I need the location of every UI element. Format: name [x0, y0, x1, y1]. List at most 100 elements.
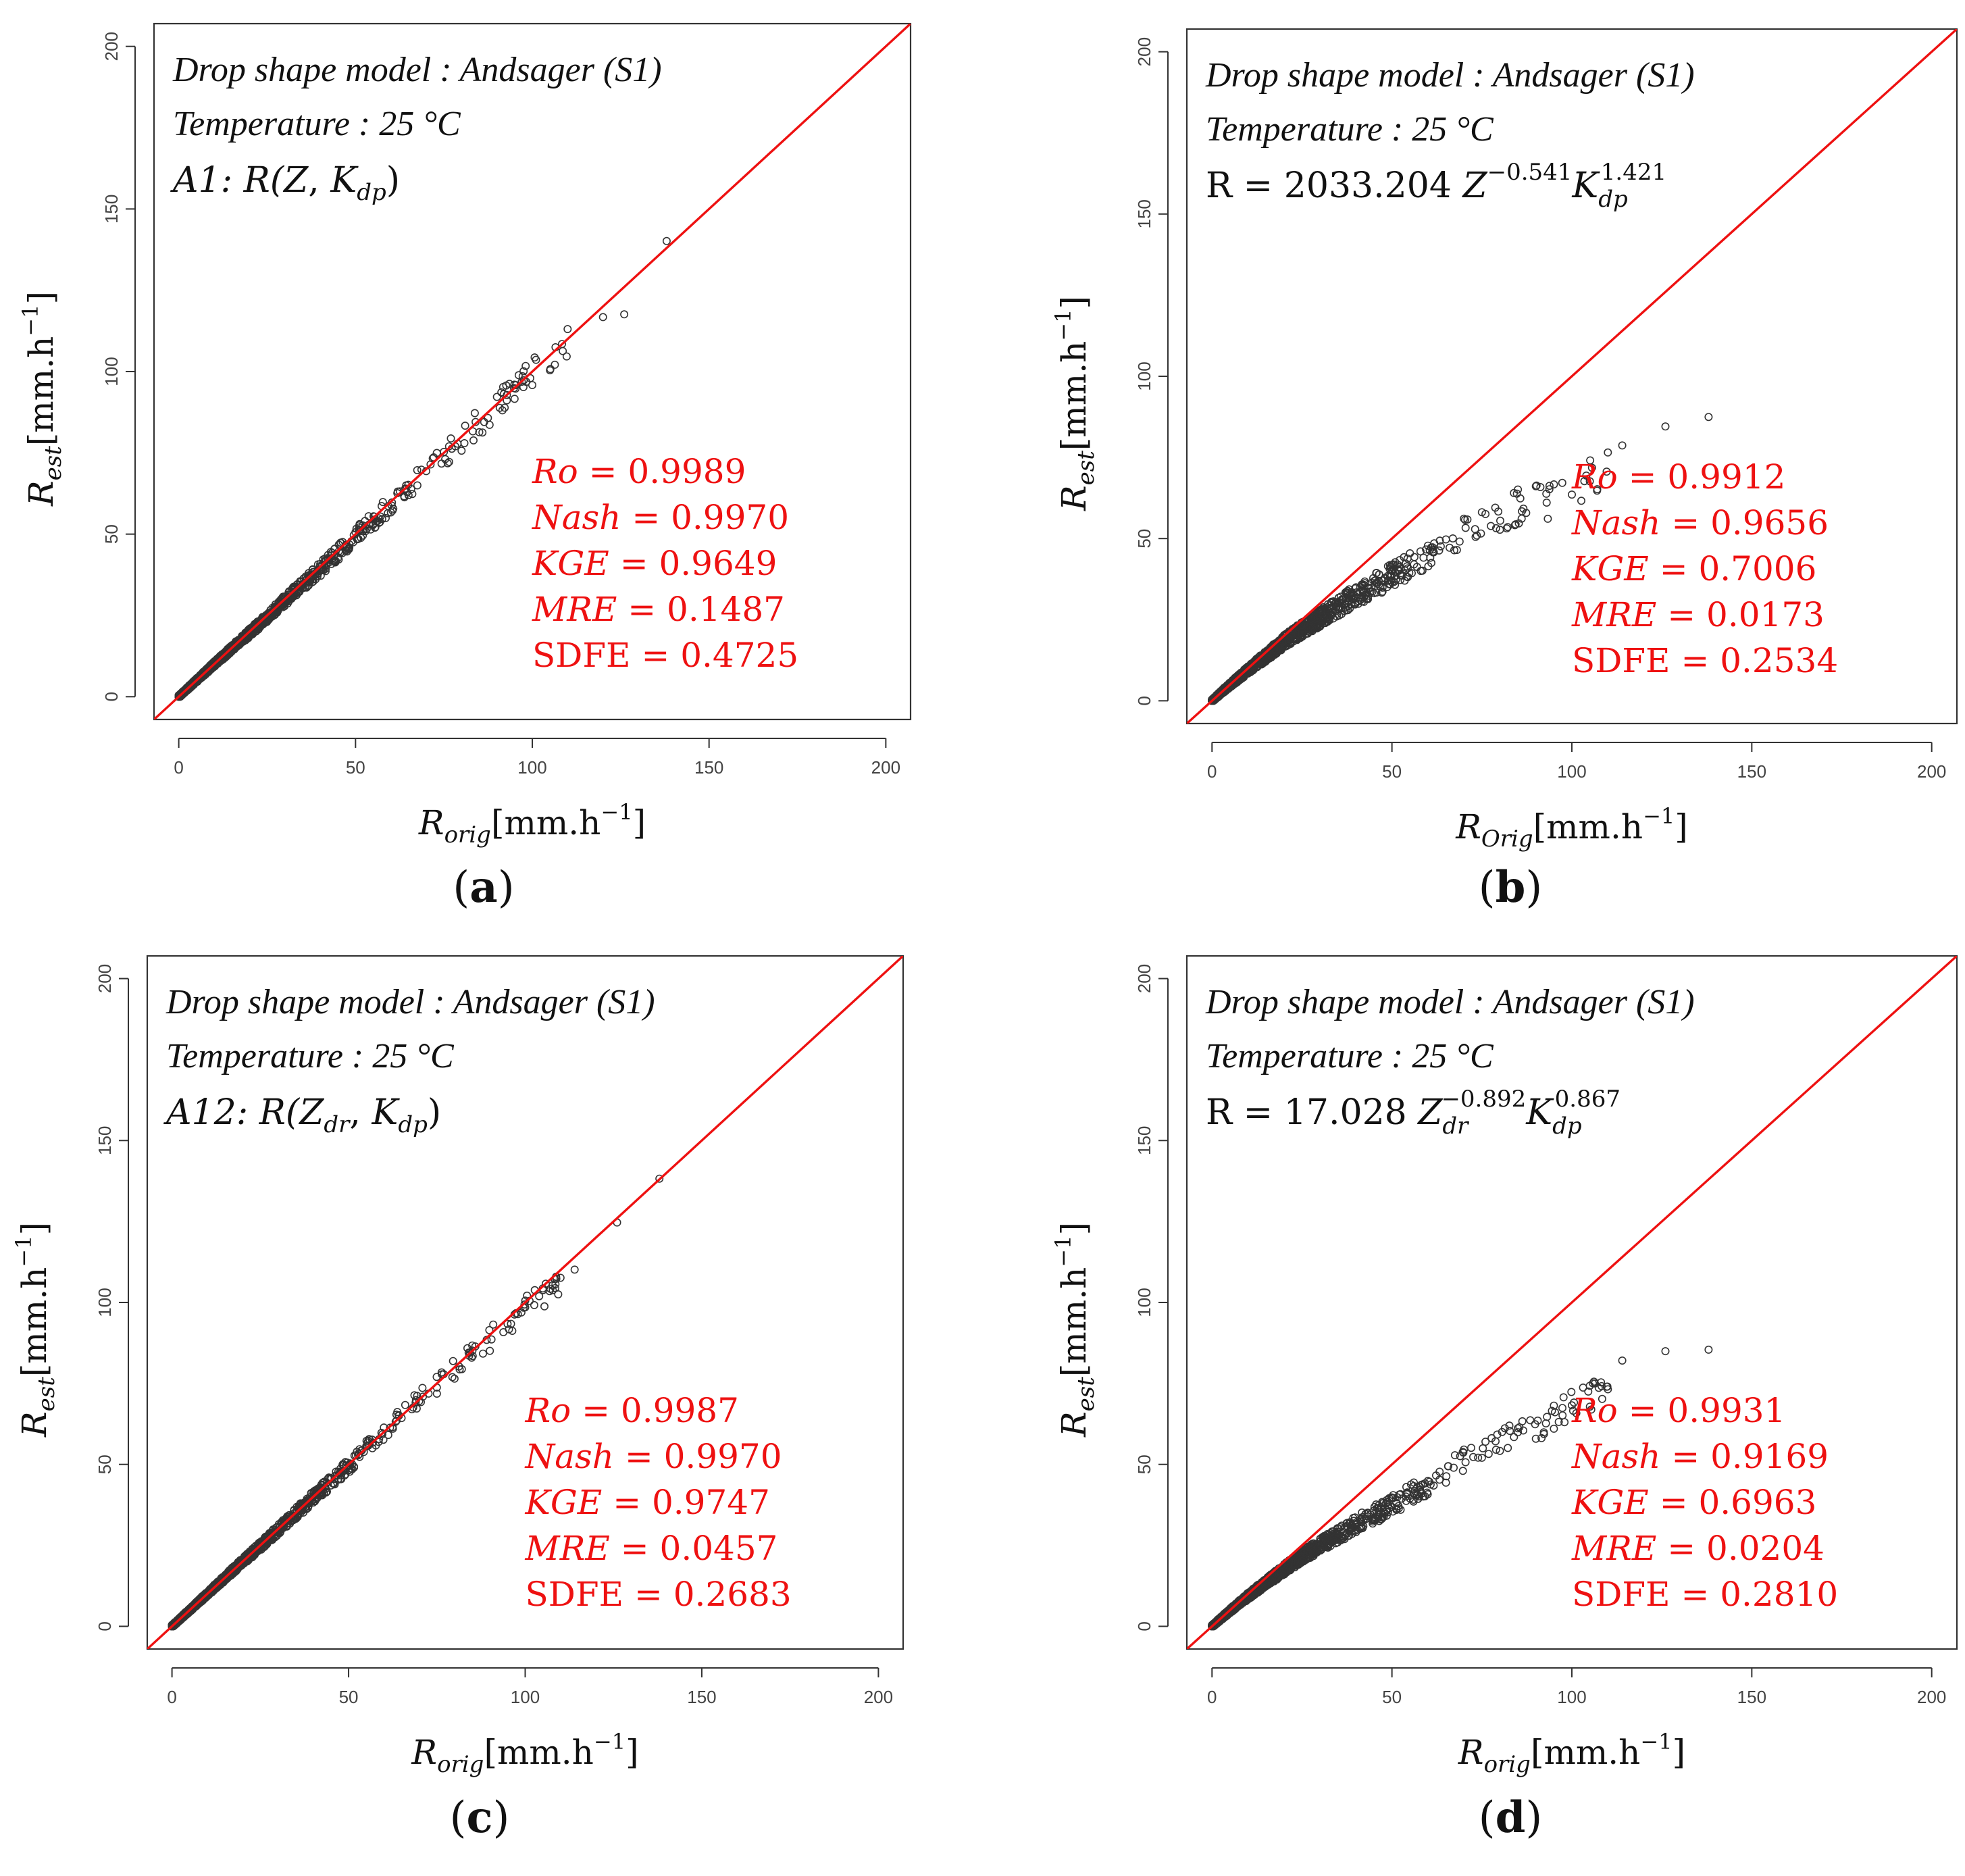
x-tick-label: 150	[694, 757, 723, 778]
data-point	[1315, 623, 1323, 632]
x-tick-label: 0	[1207, 761, 1217, 782]
data-point	[1586, 456, 1595, 465]
panel-label: (b)	[1479, 862, 1543, 913]
data-point	[378, 498, 387, 507]
data-point	[554, 1290, 563, 1299]
data-point	[1293, 636, 1302, 644]
data-point	[620, 310, 629, 319]
y-axis-label: Rest[mm.h−1]	[11, 1222, 60, 1438]
stat-sdfe: SDFE = 0.2534	[1572, 641, 1838, 680]
data-point	[245, 626, 254, 634]
data-point	[174, 692, 183, 701]
data-point	[495, 403, 504, 412]
identity-line	[154, 24, 911, 719]
data-point	[443, 459, 452, 467]
data-point	[1455, 537, 1464, 546]
data-point	[478, 1349, 487, 1358]
plot-frame	[1185, 28, 1958, 725]
plot-frame	[153, 22, 912, 721]
data-point	[1463, 515, 1472, 524]
data-point	[535, 1292, 544, 1300]
data-point	[440, 447, 449, 456]
data-point	[1406, 549, 1414, 557]
data-point	[193, 1598, 202, 1607]
data-point	[229, 1565, 238, 1573]
data-point	[334, 554, 342, 563]
data-point	[1352, 594, 1360, 603]
data-point	[1446, 543, 1454, 552]
data-point	[1511, 520, 1520, 529]
x-tick-label: 100	[511, 1687, 540, 1707]
data-point	[468, 1346, 477, 1355]
data-point	[290, 1509, 299, 1517]
data-point	[1279, 631, 1288, 640]
data-point	[1286, 626, 1295, 635]
data-point	[1477, 529, 1485, 538]
data-point	[457, 1365, 466, 1373]
panel-b: 0 50 100 150 200050100150200ROrig[mm.h−1]Res…	[1050, 28, 1958, 913]
drop-shape-model-label: Drop shape model : Andsager (S1)	[1205, 56, 1695, 95]
data-point	[1396, 576, 1405, 584]
data-point	[318, 1489, 327, 1498]
equation-label: R = 2033.204 Z−0.541Kdp1.421	[1206, 159, 1666, 213]
data-point	[1329, 614, 1337, 623]
data-point	[1324, 600, 1333, 609]
data-point	[228, 644, 236, 653]
x-tick-label: 100	[517, 757, 546, 778]
data-point	[1284, 635, 1293, 644]
data-point	[1604, 448, 1612, 457]
data-point	[448, 1373, 457, 1381]
x-tick-label: 150	[687, 1687, 716, 1707]
data-point	[562, 352, 571, 361]
data-point	[303, 1498, 312, 1506]
data-point	[501, 403, 509, 412]
data-point	[1387, 561, 1396, 569]
data-point	[521, 361, 530, 370]
data-point	[418, 1384, 427, 1392]
data-point	[1298, 628, 1306, 636]
data-point	[1618, 441, 1627, 450]
data-point	[368, 1438, 377, 1447]
data-point	[1504, 523, 1512, 532]
data-point	[188, 1604, 197, 1613]
data-point	[378, 515, 386, 524]
data-point	[410, 1391, 419, 1400]
x-axis-label: Rorig[mm.h−1]	[418, 799, 646, 848]
y-axis-label: Rest[mm.h−1]	[1050, 296, 1100, 511]
x-tick-label: 100	[1557, 761, 1586, 782]
data-point	[1323, 606, 1332, 615]
data-point	[1341, 599, 1350, 607]
data-point	[408, 490, 417, 499]
stat-ro: Ro = 0.9912	[1571, 457, 1785, 497]
data-point	[1477, 508, 1486, 517]
y-tick-label: 0	[101, 692, 122, 701]
data-point	[551, 360, 559, 369]
data-point	[1360, 597, 1369, 606]
data-point	[178, 1611, 187, 1620]
data-point	[303, 575, 311, 584]
data-point	[1580, 477, 1589, 486]
y-tick-label: 50	[1134, 529, 1154, 549]
data-point	[209, 660, 218, 669]
data-point	[426, 460, 435, 469]
data-point	[446, 434, 455, 442]
data-point	[1257, 658, 1266, 667]
y-tick-label: 150	[1134, 199, 1154, 228]
data-point	[1221, 684, 1230, 693]
data-point	[1577, 497, 1586, 505]
data-point	[1510, 521, 1519, 530]
temperature-label: Temperature : 25 °C	[1206, 110, 1494, 149]
stat-sdfe: SDFE = 0.4725	[532, 636, 798, 675]
data-point	[1661, 422, 1670, 431]
data-point	[484, 413, 492, 422]
data-point	[489, 1320, 498, 1329]
x-tick-label: 0	[167, 1687, 176, 1707]
data-point	[236, 637, 245, 646]
y-tick-label: 200	[95, 964, 115, 993]
data-point	[530, 353, 539, 362]
data-point	[330, 1480, 339, 1489]
data-point	[1377, 588, 1386, 597]
data-point	[1314, 613, 1323, 622]
y-tick-label: 200	[1134, 37, 1154, 66]
x-axis-label: ROrig[mm.h−1]	[1455, 803, 1688, 853]
